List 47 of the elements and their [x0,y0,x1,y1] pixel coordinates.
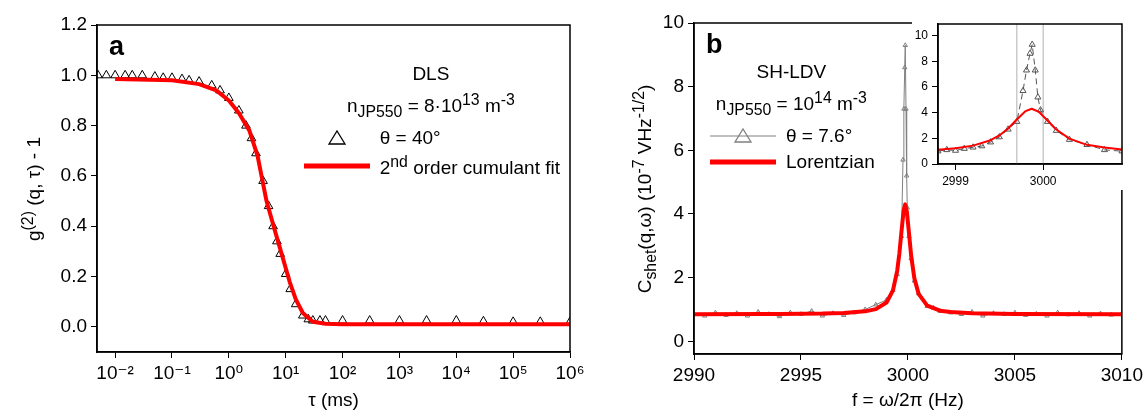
x-tick-label: 2999 [942,173,970,188]
x-tick-label: 10⁵ [498,361,528,383]
x-tick-label: 10⁰ [214,361,244,383]
x-tick-label: 10¹ [271,361,300,383]
legend-label: 2$^{nd}$ order cumulant fit [379,153,560,180]
y-tick-label: 0 [673,329,684,351]
x-tick-label: 10⁴ [441,361,471,383]
y-tick-label: 4 [673,202,685,224]
y-tick-label: 0.8 [60,113,87,135]
annotation: DLS [411,63,451,85]
x-tick-label: 10³ [385,361,414,383]
y-tick-label: 0.4 [60,214,88,236]
x-tick-label: 10⁶ [555,361,585,383]
x-tick-label: 2990 [672,363,716,385]
y-tick-label: 0.0 [60,315,87,337]
y-tick-label: 6 [673,138,684,160]
x-tick-label: 3000 [886,363,930,385]
y-tick-label: 10 [914,27,929,42]
y-tick-label: 1.2 [60,13,87,35]
legend-label: θ = 7.6° [786,125,853,148]
x-tick-label: 10⁻¹ [153,361,191,383]
y-tick-label: 6 [921,79,929,94]
chart-title: b [706,29,723,60]
x-tick-label: 10² [328,361,357,383]
x-tick-label: 2995 [779,363,823,385]
y-tick-label: 1.0 [60,63,87,85]
annotation: SH-LDV [755,61,828,83]
y-tick-label: 0.2 [60,264,87,286]
x-tick-label: 10⁻² [96,361,134,383]
x-axis-title: f = ω/2π (Hz) [851,388,964,410]
annotation: n$_{JP550}$ = 10$^{14}$ m$^{-3}$ [714,89,868,120]
x-axis-title: τ (ms) [308,388,359,410]
x-tick-label: 3005 [993,363,1037,385]
x-tick-label: 3000 [1029,173,1057,188]
legend-label: Lorentzian [786,151,875,174]
y-tick-label: 2 [921,130,929,145]
y-tick-label: 10 [662,11,684,33]
annotation: n$_{JP550}$ = 8·10$^{13}$ m$^{-3}$ [345,91,516,122]
y-tick-label: 8 [673,74,684,96]
y-tick-label: 2 [673,265,684,287]
y-tick-label: 0 [921,156,929,171]
legend-label: θ = 40° [379,127,441,150]
y-tick-label: 8 [921,53,929,68]
y-tick-label: 4 [921,104,929,119]
y-tick-label: 0.6 [60,164,87,186]
x-tick-label: 3010 [1100,363,1144,385]
chart-title: a [109,31,125,62]
